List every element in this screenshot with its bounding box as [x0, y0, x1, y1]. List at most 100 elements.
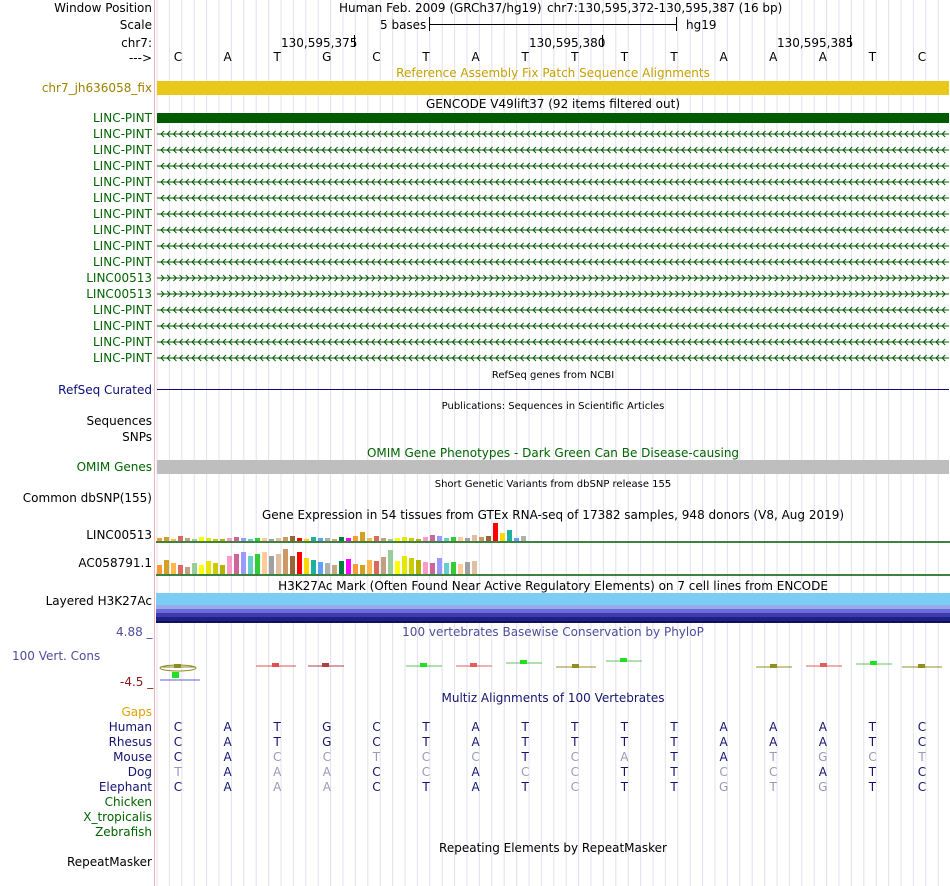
species-label[interactable]: Dog: [127, 765, 152, 779]
gene-label[interactable]: LINC-PINT: [93, 207, 152, 221]
aligned-base: T: [670, 735, 678, 749]
multiz-title[interactable]: Multiz Alignments of 100 Vertebrates: [441, 691, 665, 705]
gene-intron-row[interactable]: [157, 289, 949, 299]
aligned-base: C: [570, 780, 579, 794]
gene-label[interactable]: LINC-PINT: [93, 335, 152, 349]
ruler-tick-mark-2: [602, 35, 603, 47]
gene-label[interactable]: LINC-PINT: [93, 111, 152, 125]
gaps-label[interactable]: Gaps: [121, 705, 152, 719]
gene-label[interactable]: LINC00513: [86, 271, 152, 285]
gene-label[interactable]: LINC-PINT: [93, 255, 152, 269]
gene-intron-row[interactable]: [157, 353, 949, 363]
dbsnp-title[interactable]: Short Genetic Variants from dbSNP releas…: [434, 479, 672, 490]
gene-intron-row[interactable]: [157, 193, 949, 203]
gene-intron-row[interactable]: [157, 321, 949, 331]
conservation-label[interactable]: 100 Vert. Cons: [12, 649, 101, 663]
gene-intron-row[interactable]: [157, 177, 949, 187]
gene-intron-row[interactable]: [157, 129, 949, 139]
fix-patch-bar[interactable]: [157, 81, 949, 95]
gene-label[interactable]: LINC-PINT: [93, 319, 152, 333]
dbsnp-label[interactable]: Common dbSNP(155): [22, 491, 152, 505]
species-label[interactable]: Rhesus: [108, 735, 152, 749]
gene-intron-row[interactable]: [157, 209, 949, 219]
gene-intron-row[interactable]: [157, 145, 949, 155]
gene-intron-row[interactable]: [157, 241, 949, 251]
aligned-base: T: [868, 735, 877, 749]
gencode-title[interactable]: GENCODE V49lift37 (92 items filtered out…: [425, 97, 680, 111]
species-label[interactable]: Zebrafish: [95, 825, 152, 839]
gene-intron-row[interactable]: [157, 305, 949, 315]
gene-exon-block[interactable]: [157, 113, 949, 123]
gene-label[interactable]: LINC-PINT: [93, 159, 152, 173]
aligned-base: T: [620, 765, 629, 779]
gtex-gene-label-2[interactable]: AC058791.1: [78, 556, 152, 570]
scale-text: 5 bases: [380, 18, 427, 32]
gene-label[interactable]: LINC-PINT: [93, 239, 152, 253]
aligned-base: C: [868, 750, 877, 764]
species-label[interactable]: Mouse: [113, 750, 152, 764]
aligned-base: T: [422, 780, 430, 794]
reference-base: T: [571, 50, 579, 64]
gene-intron-row[interactable]: [157, 161, 949, 171]
species-label[interactable]: Chicken: [104, 795, 152, 809]
species-label[interactable]: X_tropicalis: [83, 810, 152, 824]
h3k27ac-signal[interactable]: [156, 593, 950, 623]
repeatmasker-label[interactable]: RepeatMasker: [66, 855, 152, 869]
gene-label[interactable]: LINC-PINT: [93, 143, 152, 157]
ruler-tick-2: 130,595,380: [529, 36, 606, 50]
repeatmasker-title[interactable]: Repeating Elements by RepeatMasker: [439, 841, 667, 855]
gene-label[interactable]: LINC00513: [86, 287, 152, 301]
aligned-base: C: [917, 735, 927, 749]
fix-patch-title[interactable]: Reference Assembly Fix Patch Sequence Al…: [396, 66, 710, 80]
species-label[interactable]: Elephant: [98, 780, 152, 794]
omim-bar[interactable]: [157, 460, 949, 474]
reference-base: T: [670, 50, 678, 64]
fix-patch-label[interactable]: chr7_jh636058_fix: [41, 81, 152, 95]
aligned-base: T: [670, 720, 678, 734]
reference-base: T: [521, 50, 529, 64]
refseq-label[interactable]: RefSeq Curated: [58, 383, 152, 397]
conservation-title[interactable]: 100 vertebrates Basewise Conservation by…: [402, 625, 704, 639]
aligned-base: C: [173, 735, 183, 749]
reference-base: C: [372, 50, 381, 64]
h3k27ac-title[interactable]: H3K27Ac Mark (Often Found Near Active Re…: [278, 579, 828, 593]
gene-intron-row[interactable]: [157, 337, 949, 347]
gene-intron-row[interactable]: [157, 225, 949, 235]
aligned-base: A: [719, 720, 728, 734]
phylop-signal[interactable]: [156, 652, 950, 686]
reference-base: T: [620, 50, 629, 64]
snps-label[interactable]: SNPs: [122, 430, 152, 444]
refseq-line[interactable]: [157, 389, 949, 390]
gene-label[interactable]: LINC-PINT: [93, 191, 152, 205]
aligned-base: C: [570, 750, 579, 764]
aligned-base: C: [471, 750, 480, 764]
aligned-base: G: [322, 735, 332, 749]
aligned-base: T: [571, 720, 579, 734]
gene-intron-row[interactable]: [157, 257, 949, 267]
gene-label[interactable]: LINC-PINT: [93, 175, 152, 189]
gtex-gene-label-1[interactable]: LINC00513: [86, 528, 152, 542]
gtex-expression-bars[interactable]: [156, 520, 950, 578]
aligned-base: A: [471, 780, 480, 794]
omim-label[interactable]: OMIM Genes: [76, 460, 152, 474]
aligned-base: A: [471, 735, 480, 749]
species-label[interactable]: Human: [108, 720, 152, 734]
h3k27ac-label[interactable]: Layered H3K27Ac: [45, 594, 152, 608]
refseq-title[interactable]: RefSeq genes from NCBI: [491, 370, 615, 381]
gene-intron-row[interactable]: [157, 273, 949, 283]
omim-title[interactable]: OMIM Gene Phenotypes - Dark Green Can Be…: [366, 446, 740, 460]
gene-label[interactable]: LINC-PINT: [93, 351, 152, 365]
aligned-base: A: [223, 750, 232, 764]
aligned-base: T: [670, 780, 678, 794]
aligned-base: C: [322, 750, 331, 764]
gene-label[interactable]: LINC-PINT: [93, 223, 152, 237]
gene-label[interactable]: LINC-PINT: [93, 303, 152, 317]
reference-base: T: [422, 50, 430, 64]
sequences-label[interactable]: Sequences: [86, 414, 152, 428]
gtex-title[interactable]: Gene Expression in 54 tissues from GTEx …: [261, 508, 845, 522]
aligned-base: C: [570, 765, 579, 779]
aligned-base: C: [372, 780, 381, 794]
gene-label[interactable]: LINC-PINT: [93, 127, 152, 141]
publications-title[interactable]: Publications: Sequences in Scientific Ar…: [441, 401, 665, 412]
position-text[interactable]: chr7:130,595,372-130,595,387 (16 bp): [547, 1, 783, 15]
